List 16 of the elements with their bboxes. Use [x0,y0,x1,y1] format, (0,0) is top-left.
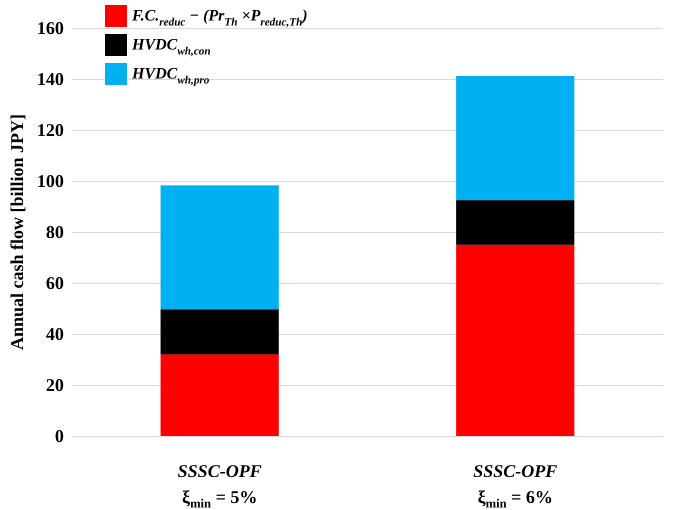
bar [160,354,279,436]
y-tick-label: 40 [46,324,64,344]
y-tick-label: 0 [54,426,64,446]
y-tick-label: 80 [46,222,64,242]
y-tick-label: 60 [46,273,64,293]
bar [456,200,574,245]
y-axis-title: Annual cash flow [billion JPY] [7,114,27,350]
bar [456,76,574,200]
bar [160,309,279,354]
bar [160,185,279,310]
bar [456,244,574,436]
y-tick-label: 100 [36,171,64,191]
y-tick-label: 140 [36,69,64,89]
y-tick-label: 20 [46,375,64,395]
y-tick-label: 120 [36,120,64,140]
y-tick-label: 160 [36,18,64,38]
